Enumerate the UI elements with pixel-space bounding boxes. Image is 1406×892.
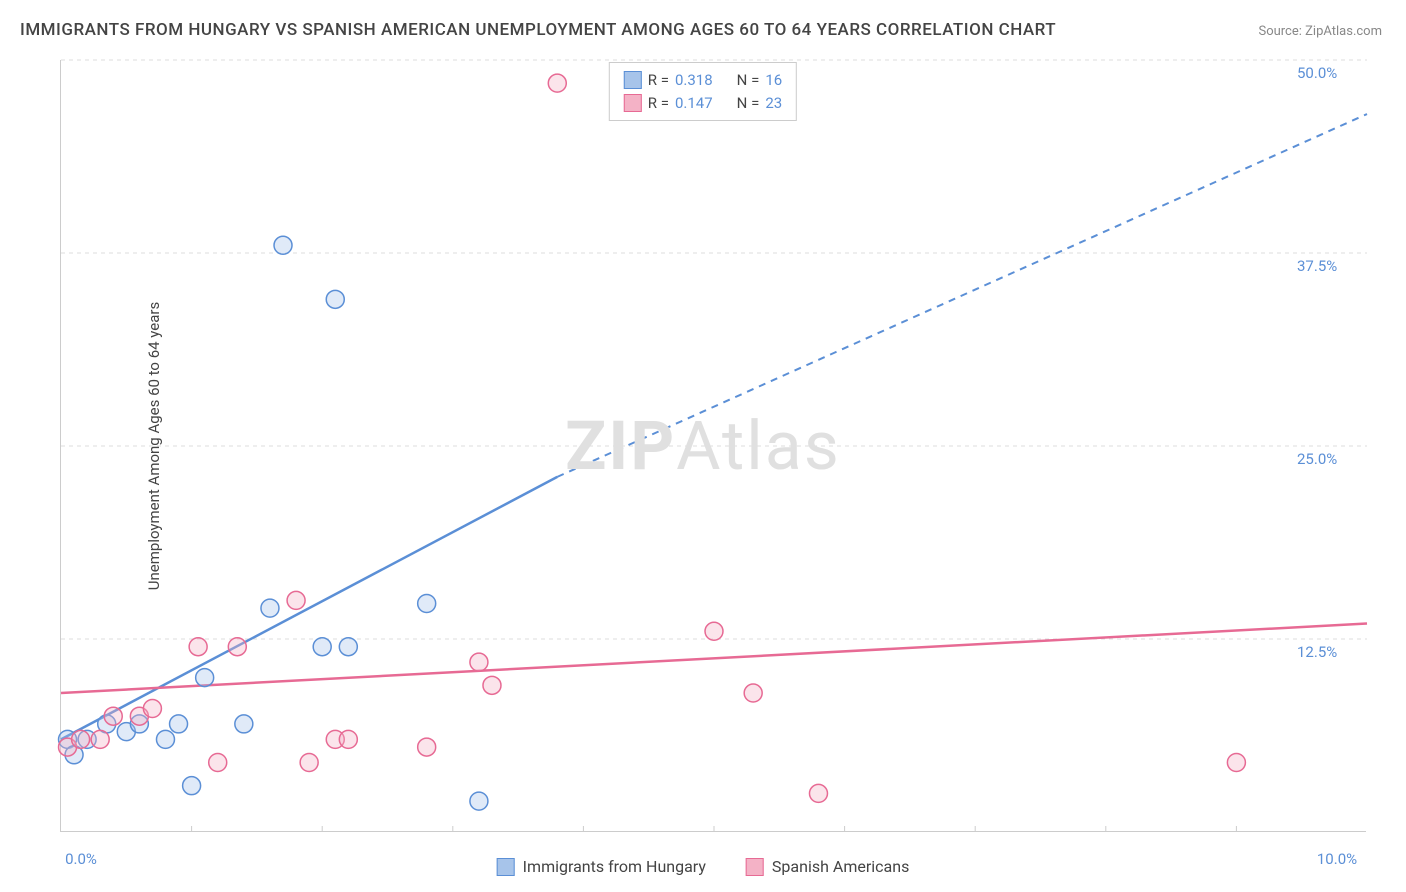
svg-text:25.0%: 25.0% [1297,450,1337,468]
legend-correlation: R = 0.318 N = 16 R = 0.147 N = 23 [609,62,797,121]
svg-text:0.0%: 0.0% [65,850,97,868]
r-label: R = [648,69,669,92]
plot-area: 12.5%25.0%37.5%50.0%0.0%10.0% [60,60,1366,832]
n-value-hungary: 16 [765,69,782,92]
svg-text:37.5%: 37.5% [1297,257,1337,275]
source-attribution: Source: ZipAtlas.com [1258,24,1382,39]
legend-row-hungary: R = 0.318 N = 16 [624,69,782,92]
legend-row-spanish: R = 0.147 N = 23 [624,92,782,115]
svg-text:10.0%: 10.0% [1317,850,1357,868]
legend-item-spanish: Spanish Americans [746,857,909,876]
legend-label-hungary: Immigrants from Hungary [523,857,706,876]
swatch-hungary-icon [497,858,515,876]
legend-label-spanish: Spanish Americans [772,857,909,876]
swatch-spanish [624,94,642,112]
r-label: R = [648,92,669,115]
legend-series: Immigrants from Hungary Spanish American… [497,857,910,876]
chart-svg: 12.5%25.0%37.5%50.0%0.0%10.0% [61,60,1366,831]
legend-item-hungary: Immigrants from Hungary [497,857,706,876]
swatch-hungary [624,71,642,89]
r-value-spanish: 0.147 [675,92,713,115]
svg-text:50.0%: 50.0% [1297,64,1337,82]
n-label: N = [737,92,760,115]
r-value-hungary: 0.318 [675,69,713,92]
svg-text:12.5%: 12.5% [1297,643,1337,661]
chart-title: IMMIGRANTS FROM HUNGARY VS SPANISH AMERI… [20,20,1056,40]
n-label: N = [737,69,760,92]
swatch-spanish-icon [746,858,764,876]
n-value-spanish: 23 [765,92,782,115]
